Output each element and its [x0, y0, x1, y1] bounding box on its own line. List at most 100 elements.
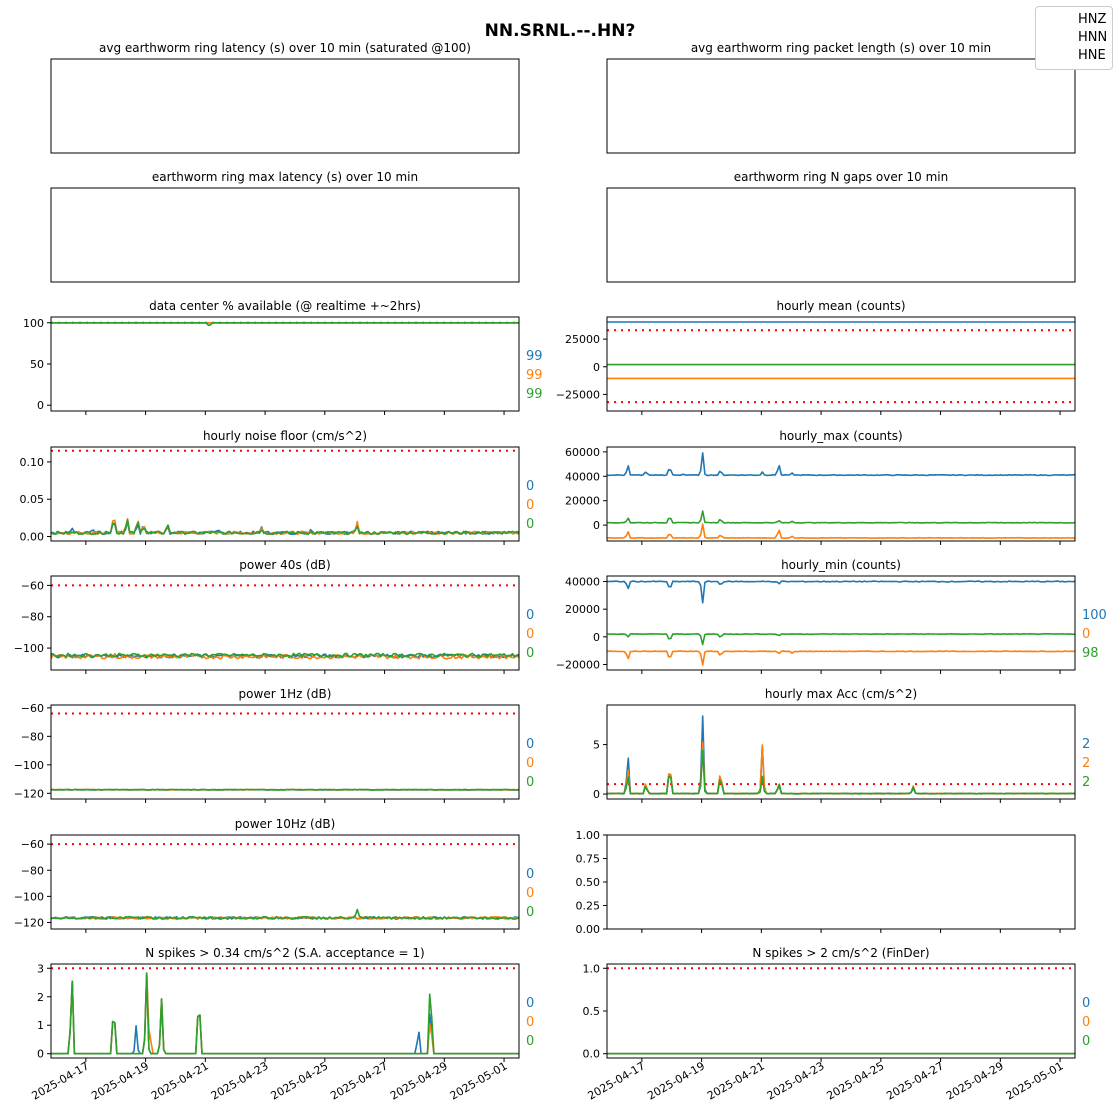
panel-p70: N spikes > 0.34 cm/s^2 (S.A. acceptance …	[29, 946, 534, 1103]
side-label-hnn: 0	[526, 498, 534, 513]
x-tick-label: 2025-04-25	[824, 1059, 886, 1102]
x-tick-label: 2025-04-25	[268, 1059, 330, 1102]
panel-plot-area	[607, 715, 1075, 795]
panel-plot-area	[51, 449, 519, 536]
y-tick-label: 0.00	[576, 923, 601, 936]
panel-frame	[50, 187, 520, 283]
side-label-hnz: 0	[1082, 996, 1090, 1011]
side-label-hne: 0	[526, 1034, 534, 1049]
y-tick-label: 3	[37, 962, 44, 975]
legend-label-hne: HNE	[1078, 48, 1106, 63]
panel-title: N spikes > 0.34 cm/s^2 (S.A. acceptance …	[145, 946, 424, 960]
side-label-hne: 0	[526, 517, 534, 532]
panel-title: hourly noise floor (cm/s^2)	[203, 429, 367, 443]
series-line-hne	[607, 510, 1075, 524]
series-line-hne	[51, 518, 519, 536]
side-label-hne: 0	[1082, 1034, 1090, 1049]
panel-p50: power 1Hz (dB) −120 −100 −80 −60 0 0 0	[14, 687, 534, 803]
y-tick-label: −60	[21, 702, 44, 715]
panel-frame	[50, 446, 520, 542]
x-tick-label: 2025-04-19	[89, 1059, 151, 1102]
series-line-hnn	[607, 741, 1075, 795]
panel-frame	[50, 963, 520, 1059]
panel-title: earthworm ring max latency (s) over 10 m…	[152, 170, 418, 184]
legend-swatch-hnn	[1044, 37, 1066, 39]
panel-p60: power 10Hz (dB) −120 −100 −80 −60 0 0 0	[14, 817, 534, 933]
y-tick-label: 50	[30, 358, 44, 371]
series-line-hnz	[607, 715, 1075, 795]
series-line-hne	[51, 972, 519, 1055]
panel-p10: earthworm ring max latency (s) over 10 m…	[50, 170, 520, 283]
panel-title: avg earthworm ring latency (s) over 10 m…	[99, 41, 471, 55]
side-label-hnz: 100	[1082, 608, 1107, 623]
series-line-hnz	[51, 972, 519, 1055]
panel-title: data center % available (@ realtime +~2h…	[149, 299, 421, 313]
y-tick-label: −25000	[556, 388, 600, 401]
y-tick-label: 0	[593, 519, 600, 532]
series-line-hnn	[607, 523, 1075, 540]
panel-frame	[606, 575, 1076, 671]
side-label-hnn: 0	[526, 756, 534, 771]
y-tick-label: 5	[593, 739, 600, 752]
panel-frame	[50, 58, 520, 154]
side-label-hnz: 99	[526, 349, 543, 364]
panel-plot-area	[607, 452, 1075, 540]
series-line-hnn	[607, 650, 1075, 666]
legend-label-hnn: HNN	[1078, 30, 1108, 45]
panel-frame	[50, 316, 520, 412]
y-tick-label: 0.05	[20, 493, 45, 506]
panel-p61: 0.00 0.25 0.50 0.75 1.00	[576, 829, 1076, 936]
series-line-hne	[51, 321, 519, 327]
y-tick-label: −60	[21, 579, 44, 592]
panel-frame	[50, 704, 520, 800]
side-label-hnz: 0	[526, 996, 534, 1011]
panel-plot-area	[607, 967, 1075, 1055]
y-tick-label: 0.25	[576, 900, 601, 913]
legend-label-hnz: HNZ	[1078, 12, 1107, 27]
panel-p11: earthworm ring N gaps over 10 min	[606, 170, 1076, 283]
y-tick-label: 0.5	[583, 1005, 601, 1018]
series-line-hne	[51, 652, 519, 658]
legend-item-hnn: HNN	[1036, 29, 1112, 47]
y-tick-label: 100	[23, 317, 44, 330]
x-tick-label: 2025-04-19	[645, 1059, 707, 1102]
side-label-hnz: 2	[1082, 737, 1090, 752]
panel-title: hourly max Acc (cm/s^2)	[765, 687, 917, 701]
panel-title: power 10Hz (dB)	[235, 817, 336, 831]
series-line-hne	[607, 749, 1075, 795]
x-tick-label: 2025-04-29	[388, 1059, 450, 1102]
panel-p41: hourly_min (counts) −20000 0 20000 40000 100 0…	[556, 558, 1107, 674]
panel-plot-area	[51, 584, 519, 660]
panel-title: N spikes > 2 cm/s^2 (FinDer)	[752, 946, 929, 960]
panel-p40: power 40s (dB) −100 −80 −60 0 0 0	[14, 558, 534, 674]
series-line-hnn	[51, 972, 519, 1055]
y-tick-label: 1.00	[576, 829, 601, 842]
panel-p20: data center % available (@ realtime +~2h…	[23, 299, 543, 415]
x-tick-label: 2025-04-21	[149, 1059, 211, 1102]
x-tick-label: 2025-04-23	[765, 1059, 827, 1102]
side-label-hnn: 0	[1082, 1015, 1090, 1030]
panel-frame	[50, 575, 520, 671]
panel-p31: hourly_max (counts) 0 20000 40000 60000	[565, 429, 1076, 545]
side-label-hnn: 0	[526, 627, 534, 642]
legend-item-hnz: HNZ	[1036, 11, 1112, 29]
x-tick-label: 2025-04-17	[29, 1059, 91, 1102]
panel-title: avg earthworm ring packet length (s) ove…	[691, 41, 991, 55]
legend-swatch-hne	[1044, 55, 1066, 57]
panel-p21: hourly mean (counts) −25000 0 25000	[556, 299, 1076, 415]
y-tick-label: 25000	[565, 333, 600, 346]
x-tick-label: 2025-04-29	[944, 1059, 1006, 1102]
series-line-hnz	[607, 452, 1075, 477]
panel-p01: avg earthworm ring packet length (s) ove…	[606, 41, 1076, 154]
side-label-hne: 99	[526, 387, 543, 402]
y-tick-label: −20000	[556, 658, 600, 671]
panel-p00: avg earthworm ring latency (s) over 10 m…	[50, 41, 520, 154]
y-tick-label: 0.75	[576, 853, 601, 866]
panel-frame	[606, 58, 1076, 154]
y-tick-label: 1.0	[583, 962, 601, 975]
series-line-hne	[51, 908, 519, 921]
legend-swatch-hnz	[1044, 19, 1066, 21]
y-tick-label: 20000	[565, 495, 600, 508]
panel-title: earthworm ring N gaps over 10 min	[734, 170, 948, 184]
y-tick-label: 40000	[565, 470, 600, 483]
